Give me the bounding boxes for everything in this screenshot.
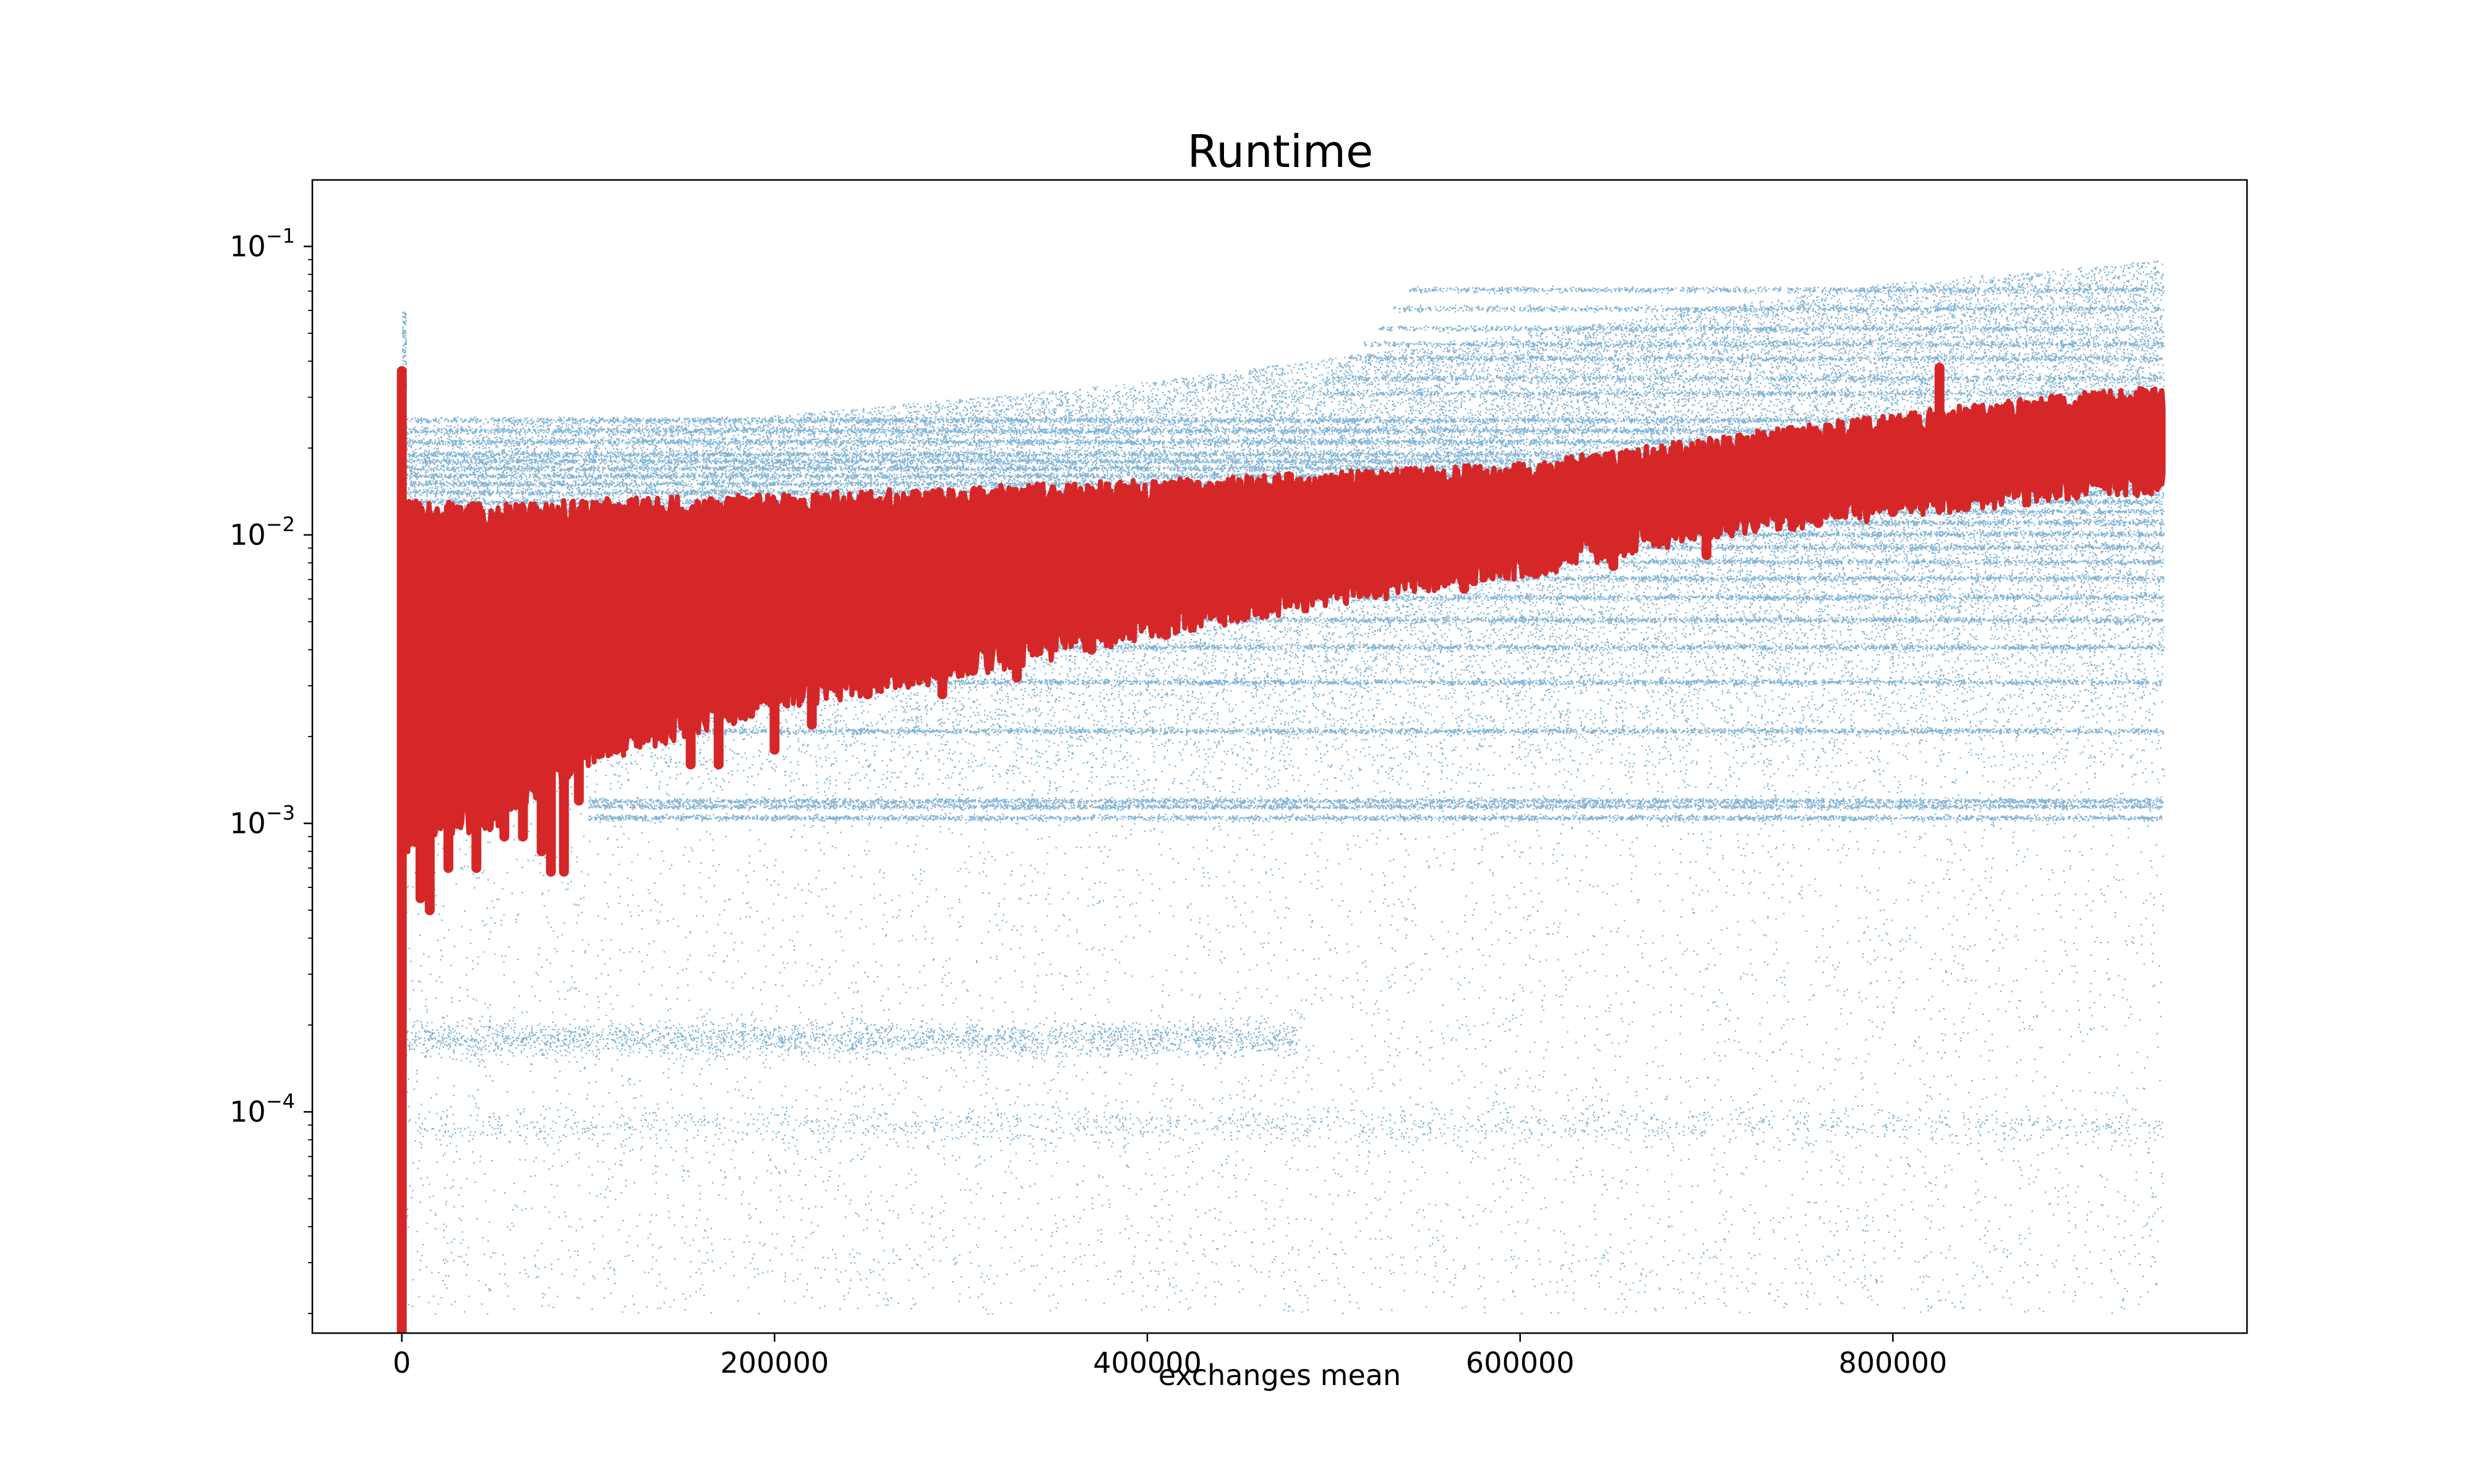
- y-tick-label: 10−1: [229, 224, 295, 263]
- x-tick-label: 600000: [1466, 1346, 1575, 1380]
- chart-title: Runtime: [1188, 126, 1374, 177]
- y-tick-label: 10−3: [229, 801, 295, 840]
- x-tick-label: 400000: [1093, 1346, 1202, 1380]
- red-line-series: [396, 362, 2166, 1333]
- x-tick-label: 800000: [1839, 1346, 1948, 1380]
- y-axis-ticks: 10−4 10−3 10−2 10−1: [229, 224, 312, 1315]
- y-tick-label: 10−4: [229, 1090, 295, 1128]
- line-band: [403, 386, 2166, 855]
- line-spikes: [415, 362, 2150, 916]
- plot-area: [396, 260, 2166, 1333]
- x-axis-label: exchanges mean: [1158, 1358, 1401, 1392]
- x-tick-label: 0: [393, 1346, 411, 1380]
- plot-frame: [311, 179, 2248, 1334]
- x-axis-ticks: 0 200000 400000 600000 800000: [393, 1333, 1947, 1380]
- y-tick-label: 10−2: [229, 513, 295, 552]
- x-tick-label: 200000: [721, 1346, 829, 1380]
